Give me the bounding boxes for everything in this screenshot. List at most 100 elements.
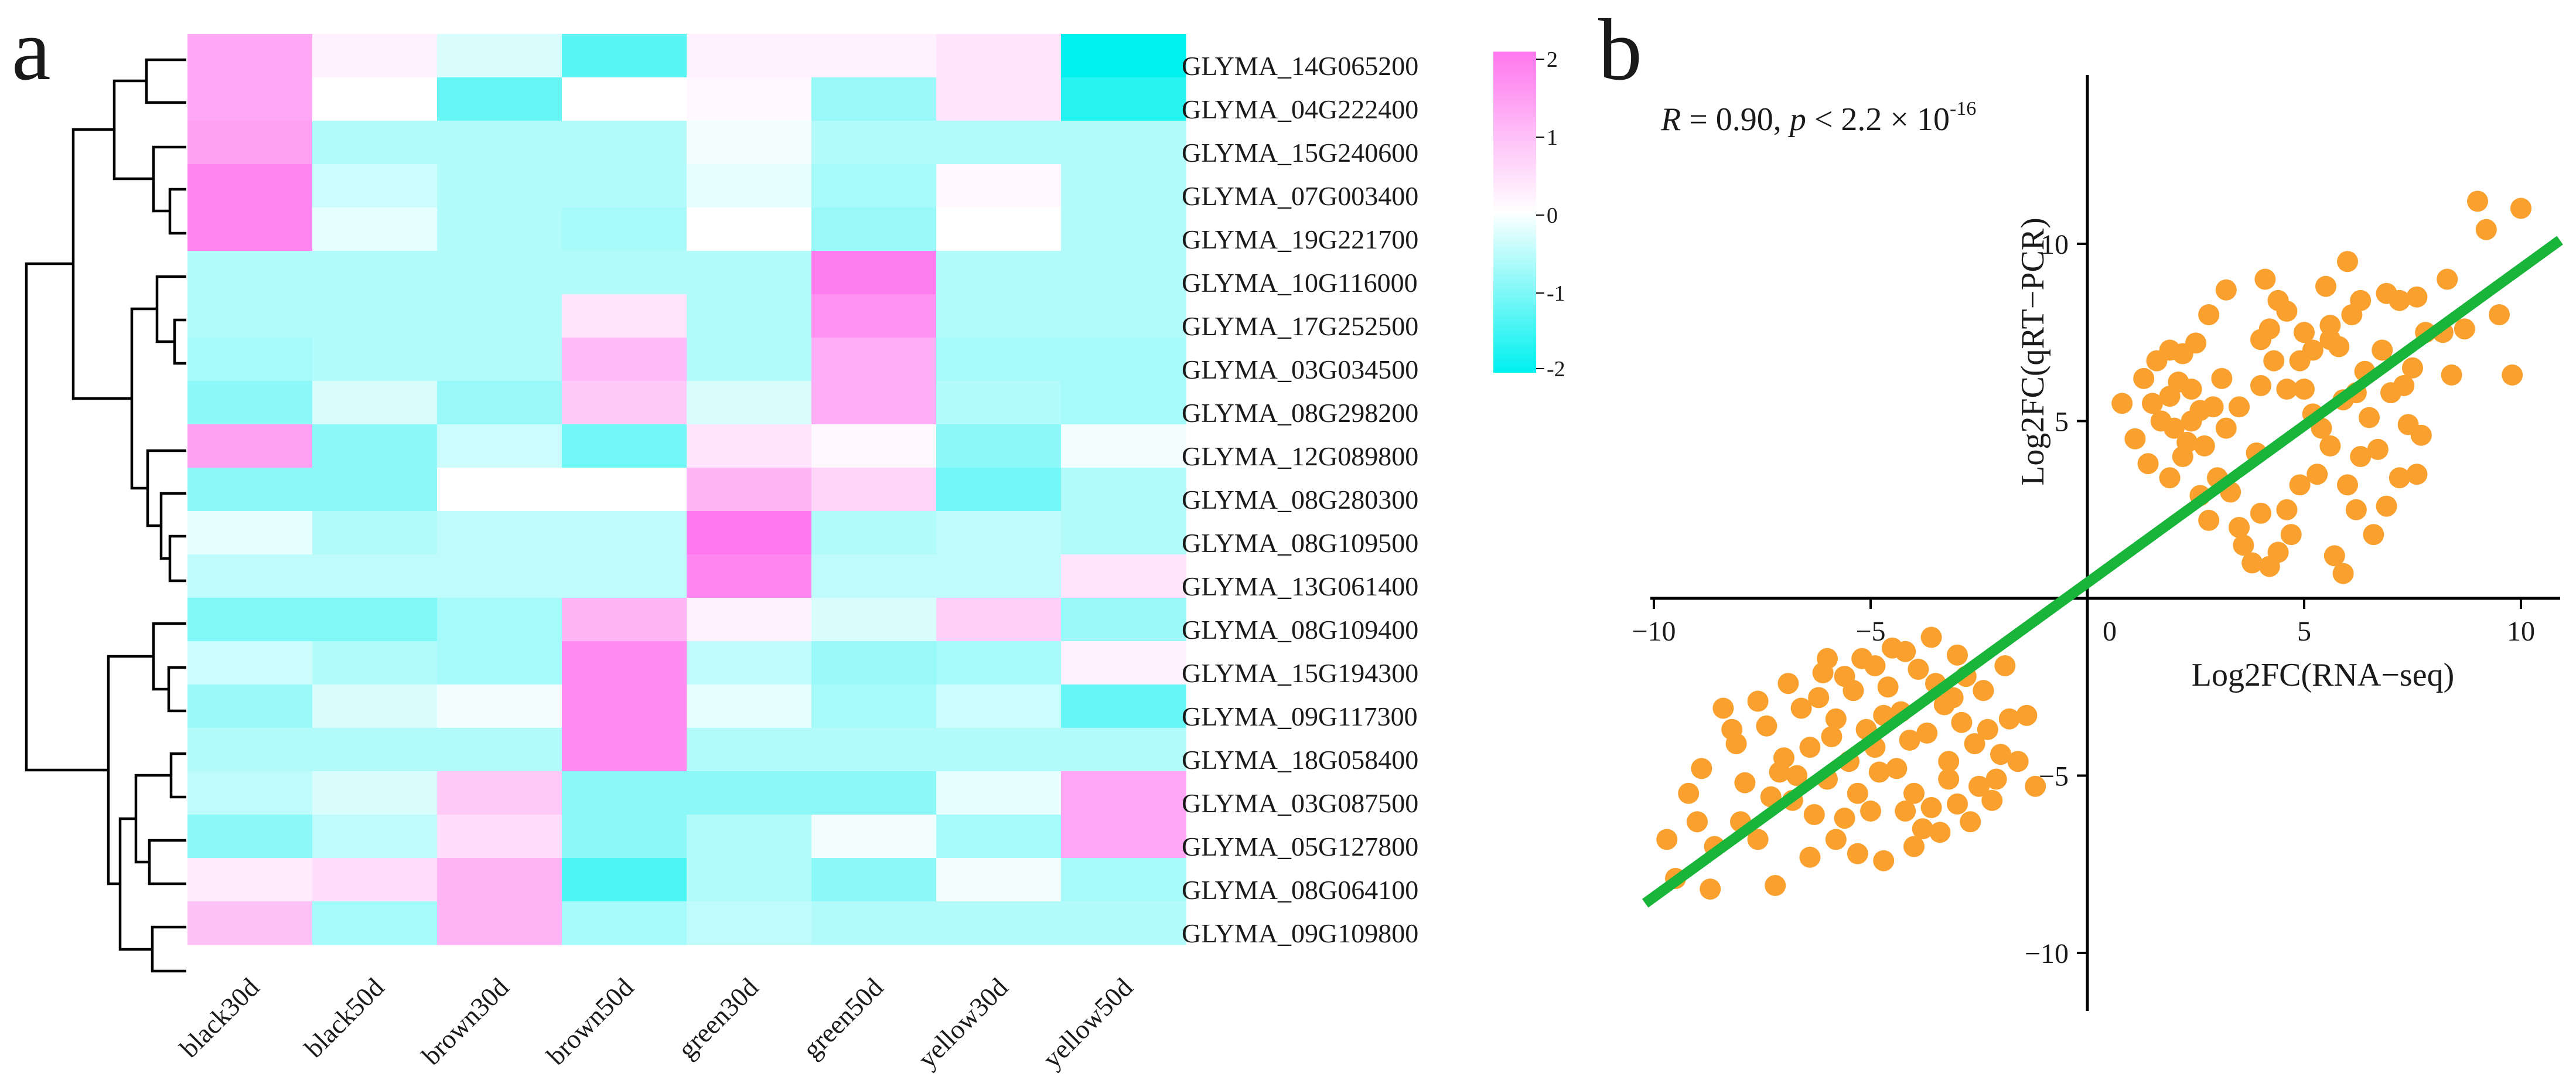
x-tick-label: 0 — [2103, 616, 2117, 647]
scatter-point — [1790, 697, 1812, 719]
heatmap-cell-GLYMA_10G116000-black50d — [312, 251, 438, 295]
gene-label: GLYMA_09G109800 — [1182, 918, 1418, 948]
scatter-point — [1656, 829, 1678, 850]
scatter-point — [1712, 697, 1734, 719]
heatmap-cell-GLYMA_03G034500-green30d — [687, 338, 812, 382]
scatter-point — [2363, 524, 2384, 546]
scatter-point — [1964, 733, 1985, 754]
heatmap-cell-GLYMA_18G058400-brown50d — [562, 728, 687, 772]
scatter-point — [1834, 808, 1855, 829]
legend-tick-label: 2 — [1547, 47, 1558, 72]
scatter-point — [2389, 290, 2410, 311]
heatmap-cell-GLYMA_17G252500-green30d — [687, 294, 812, 338]
scatter-point — [1860, 801, 1881, 822]
heatmap-cell-GLYMA_12G089800-black30d — [187, 424, 313, 468]
heatmap-cell-GLYMA_04G222400-brown30d — [437, 77, 562, 121]
scatter-point — [2307, 464, 2328, 485]
heatmap-cell-GLYMA_09G117300-brown50d — [562, 684, 687, 728]
dendro-node — [134, 774, 171, 864]
heatmap-cell-GLYMA_05G127800-yellow30d — [936, 815, 1062, 859]
heatmap-cell-GLYMA_15G240600-brown30d — [437, 121, 562, 165]
heatmap-cell-GLYMA_07G003400-yellow50d — [1061, 164, 1186, 208]
heatmap-cell-GLYMA_12G089800-brown50d — [562, 424, 687, 468]
heatmap-cell-GLYMA_17G252500-yellow30d — [936, 294, 1062, 338]
scatter-point — [2159, 339, 2181, 361]
scatter-point — [1821, 726, 1843, 747]
sample-label-row: black30d black50d brown30d brown50d gree… — [174, 972, 1138, 1074]
heatmap-cell-GLYMA_03G087500-green30d — [687, 771, 812, 815]
heatmap-cell-GLYMA_09G117300-green50d — [811, 684, 937, 728]
y-tick-label: 5 — [2055, 407, 2069, 438]
scatter-point — [2289, 350, 2311, 372]
heatmap-cell-GLYMA_03G034500-black30d — [187, 338, 313, 382]
heatmap-cell-GLYMA_09G117300-yellow50d — [1061, 684, 1186, 728]
heatmap-cell-GLYMA_15G240600-green50d — [811, 121, 937, 165]
scatter-point — [2254, 268, 2276, 290]
heatmap-cell-GLYMA_15G194300-black50d — [312, 641, 438, 685]
dendro-node — [167, 666, 186, 713]
heatmap-cell-GLYMA_14G065200-yellow30d — [936, 34, 1062, 78]
scatter-point — [2294, 322, 2315, 343]
scatter-point — [1691, 758, 1712, 779]
scatter-point — [2359, 407, 2380, 428]
scatter-point — [1747, 690, 1769, 712]
scatter-point — [2345, 499, 2367, 520]
legend-tick-label: -2 — [1547, 357, 1565, 382]
scatter-point — [1851, 648, 1873, 669]
y-tick-label: −10 — [2025, 938, 2069, 969]
heatmap-cell-GLYMA_03G034500-brown50d — [562, 338, 687, 382]
gene-label: GLYMA_19G221700 — [1182, 224, 1418, 254]
heatmap-cell-GLYMA_15G194300-yellow50d — [1061, 641, 1186, 685]
r-value: = 0.90, — [1681, 101, 1790, 138]
heatmap-cell-GLYMA_14G065200-brown50d — [562, 34, 687, 78]
scatter-point — [2258, 556, 2280, 577]
heatmap-cell-GLYMA_08G064100-black30d — [187, 858, 313, 902]
heatmap-cell-GLYMA_08G109500-green30d — [687, 511, 812, 555]
dendro-node — [130, 307, 157, 490]
scatter-point — [1873, 850, 1895, 871]
p-symbol: p — [1787, 101, 1806, 138]
scatter-point — [1929, 822, 1951, 843]
scatter-point — [1903, 782, 1925, 804]
heatmap-cell-GLYMA_08G280300-black50d — [312, 468, 438, 512]
scatter-point — [2319, 315, 2341, 336]
heatmap-cell-GLYMA_14G065200-brown30d — [437, 34, 562, 78]
heatmap-cell-GLYMA_08G109400-brown50d — [562, 598, 687, 642]
y-axis-title: Log2FC(qRT−PCR) — [2015, 217, 2051, 486]
sample-label: brown50d — [541, 972, 639, 1071]
scatter-point — [1799, 846, 1821, 868]
scatter-point — [1834, 666, 1855, 687]
scatter-point — [2510, 197, 2531, 219]
heatmap-cell-GLYMA_08G298200-brown30d — [437, 381, 562, 425]
dendro-node — [169, 752, 186, 799]
x-tick-label: 10 — [2507, 616, 2535, 647]
x-tick-label: −5 — [1855, 616, 1885, 647]
heatmap-cell-GLYMA_04G222400-yellow30d — [936, 77, 1062, 121]
heatmap-cell-GLYMA_15G240600-yellow30d — [936, 121, 1062, 165]
heatmap-cell-GLYMA_15G194300-green50d — [811, 641, 937, 685]
scatter-point — [1877, 676, 1899, 698]
scatter-point — [1947, 793, 1968, 815]
heatmap-cell-GLYMA_12G089800-black50d — [312, 424, 438, 468]
heatmap-cell-GLYMA_09G109800-brown50d — [562, 901, 687, 945]
heatmap-cell-GLYMA_03G087500-brown30d — [437, 771, 562, 815]
heatmap-cell-GLYMA_10G116000-black30d — [187, 251, 313, 295]
scatter-point — [2437, 268, 2458, 290]
heatmap-cell-GLYMA_15G240600-black30d — [187, 121, 313, 165]
heatmap-cell-GLYMA_17G252500-brown50d — [562, 294, 687, 338]
heatmap-cell-GLYMA_14G065200-black30d — [187, 34, 313, 78]
scatter-point — [2454, 318, 2475, 340]
scatter-point — [2402, 357, 2423, 379]
scatter-point — [2159, 467, 2181, 489]
panel-label-b: b — [1598, 1, 1642, 98]
heatmap-cell-GLYMA_09G109800-brown30d — [437, 901, 562, 945]
scatter-point — [2372, 339, 2393, 361]
scatter-point — [2380, 382, 2401, 404]
scatter-point — [1895, 801, 1916, 822]
heatmap-cell-GLYMA_08G298200-green50d — [811, 381, 937, 425]
scatter-point — [2202, 396, 2224, 418]
heatmap-cell-GLYMA_08G109500-green50d — [811, 511, 937, 555]
gene-label: GLYMA_04G222400 — [1182, 94, 1418, 124]
heatmap-cell-GLYMA_15G240600-yellow50d — [1061, 121, 1186, 165]
